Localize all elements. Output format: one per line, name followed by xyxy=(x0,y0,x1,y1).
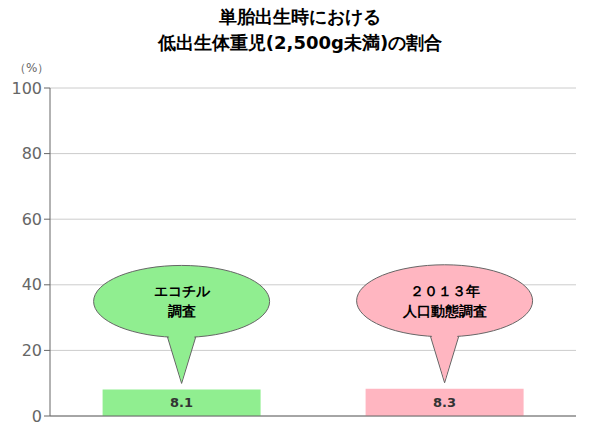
svg-text:8.3: 8.3 xyxy=(433,395,456,410)
html-text:単胎出生時における: 単胎出生時における xyxy=(219,6,381,27)
svg-text:0: 0 xyxy=(32,407,42,426)
svg-text:調査: 調査 xyxy=(168,303,196,319)
svg-text:60: 60 xyxy=(22,210,42,229)
html-text:低出生体重児(2,500g未満)の割合: 低出生体重児(2,500g未満)の割合 xyxy=(157,32,443,53)
svg-text:20: 20 xyxy=(22,341,42,360)
svg-text:100: 100 xyxy=(11,79,42,98)
svg-text:80: 80 xyxy=(22,144,42,163)
svg-text:8.1: 8.1 xyxy=(170,395,193,410)
svg-text:人口動態調査: 人口動態調査 xyxy=(402,303,487,319)
svg-text:40: 40 xyxy=(22,275,42,294)
svg-text:エコチル: エコチル xyxy=(154,283,211,299)
svg-text:２０１３年: ２０１３年 xyxy=(410,283,480,299)
